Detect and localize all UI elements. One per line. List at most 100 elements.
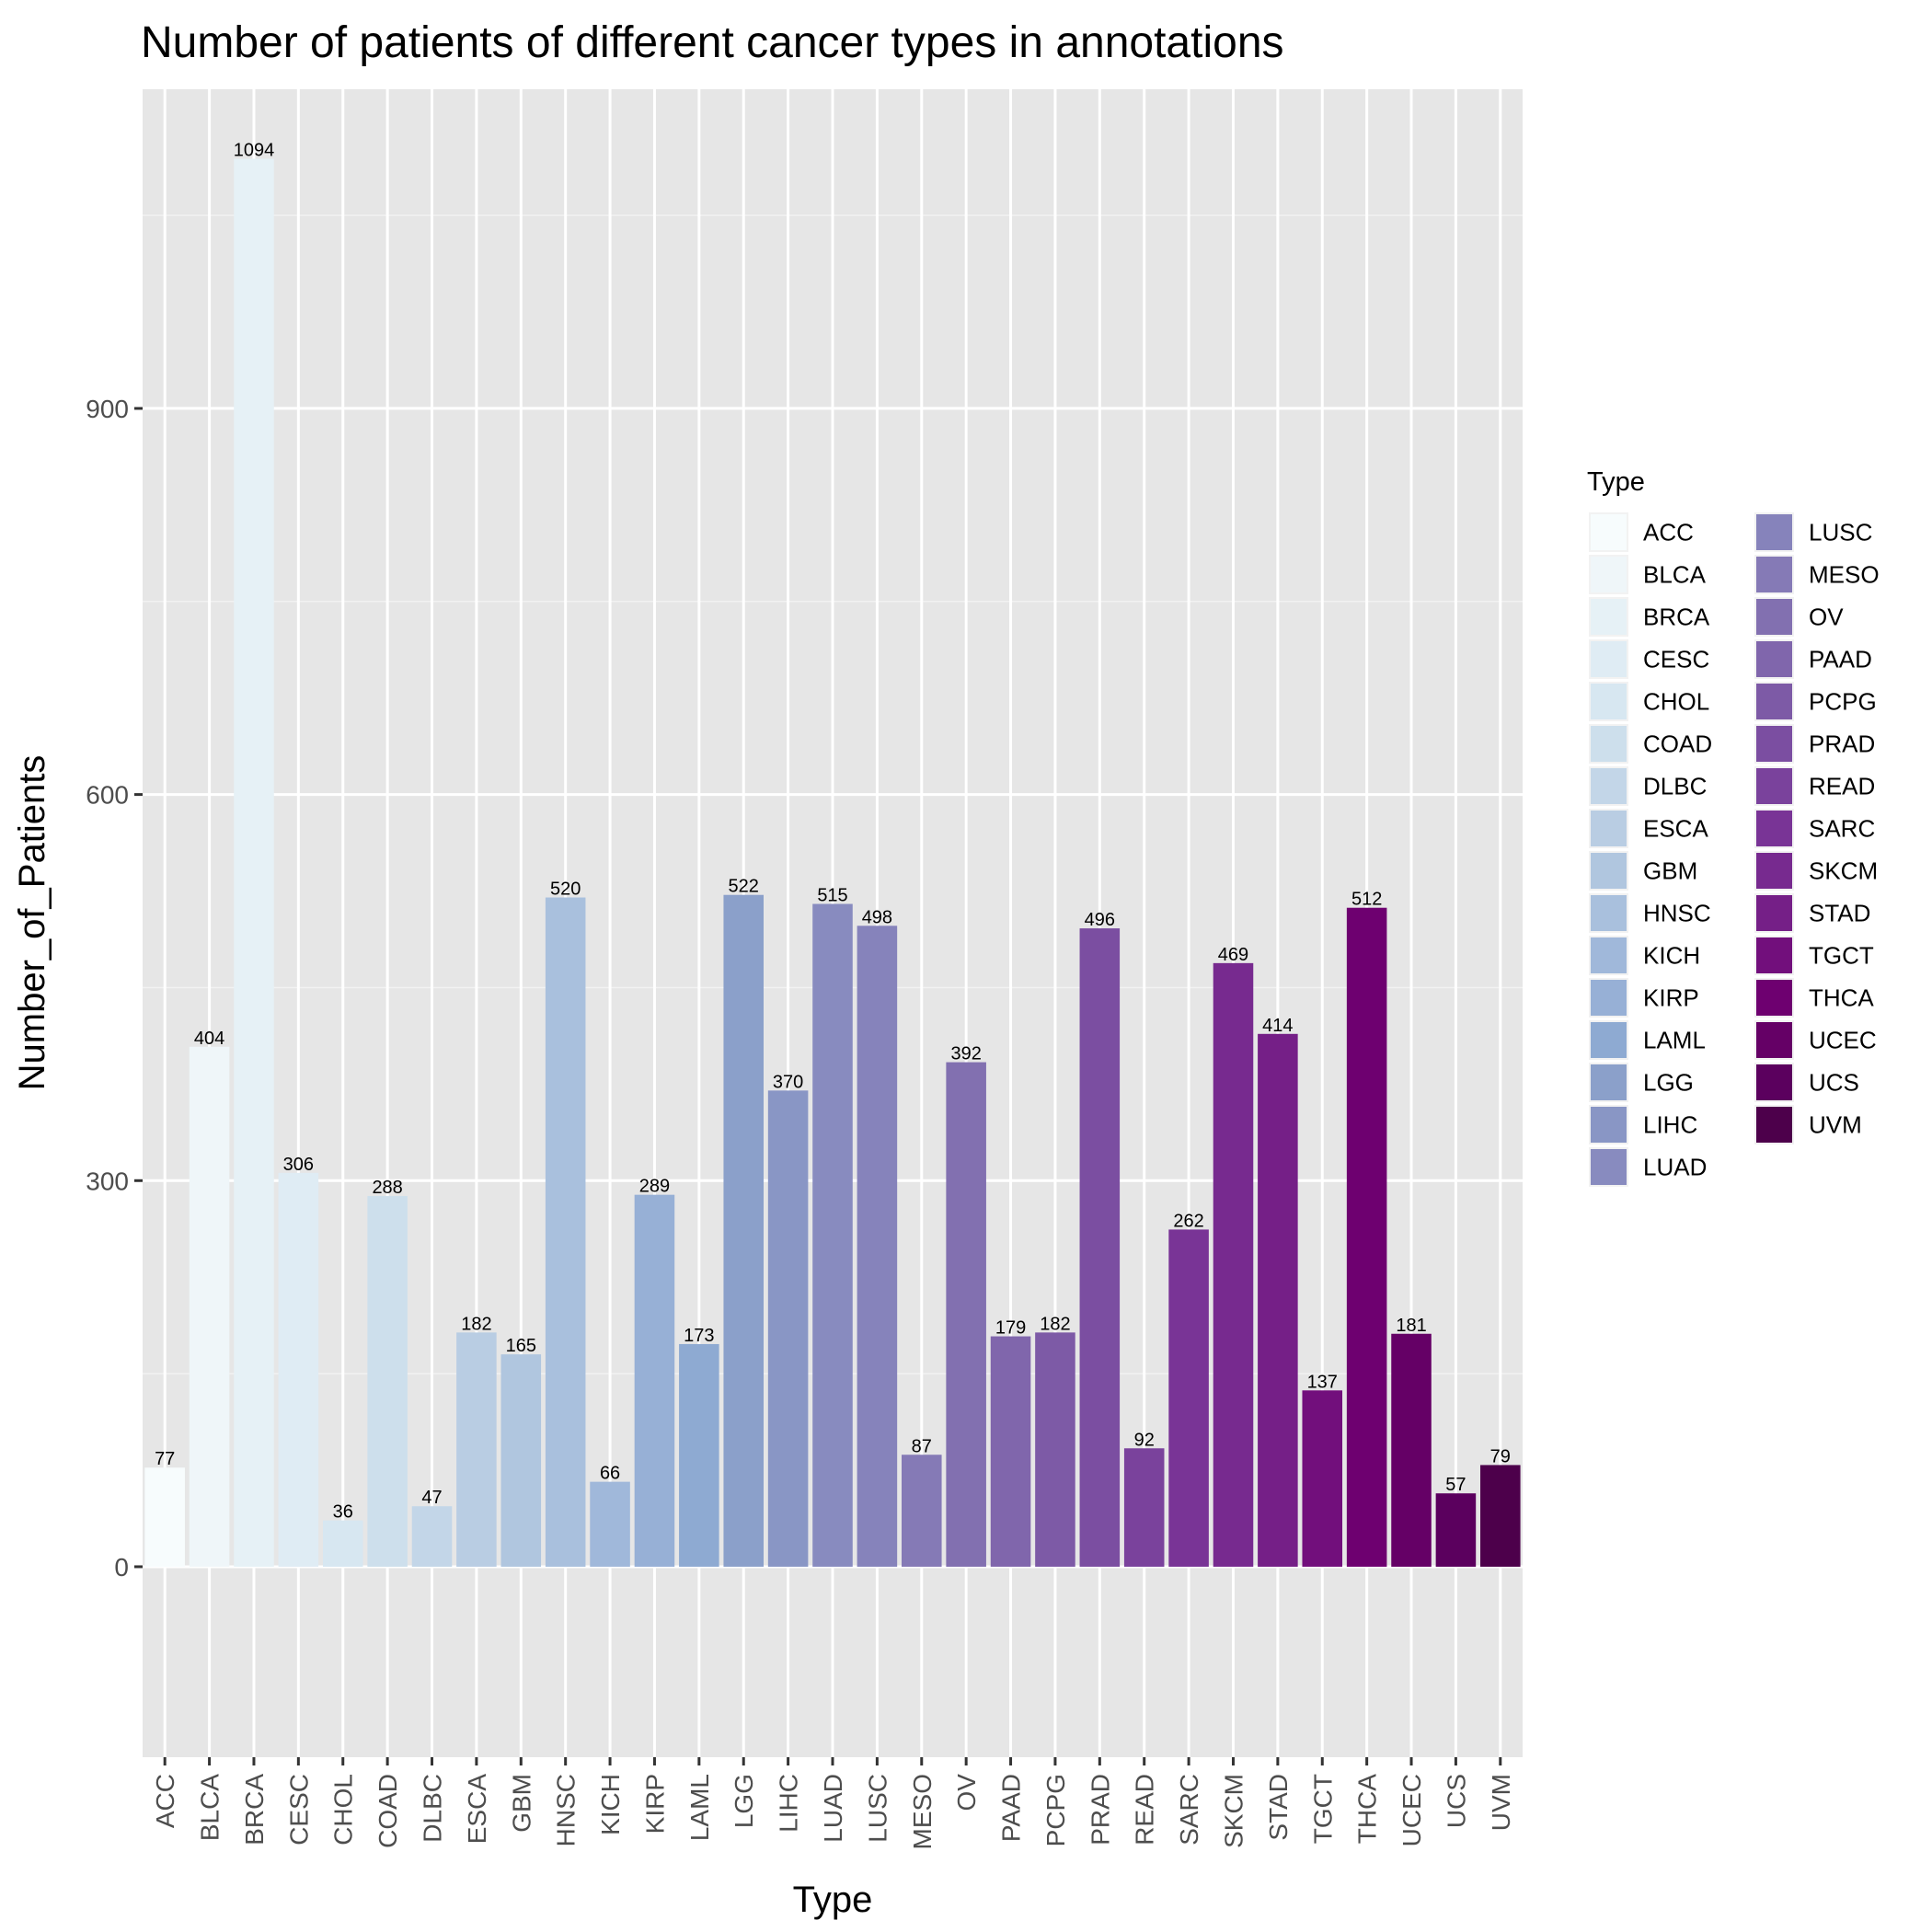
legend-swatch-lihc [1591,1107,1627,1143]
x-tick-label-ucs: UCS [1442,1774,1470,1828]
bar-lgg [723,894,764,1567]
x-tick-label-lihc: LIHC [775,1774,803,1833]
data-label-laml: 173 [684,1326,714,1346]
legend-swatch-uvm [1756,1107,1792,1143]
x-tick-label-read: READ [1131,1774,1159,1846]
legend-title: Type [1587,467,1645,497]
legend-swatch-luad [1591,1149,1627,1185]
x-tick-label-paad: PAAD [997,1774,1026,1842]
bar-tgct [1302,1390,1343,1567]
bar-dlbc [411,1506,453,1567]
legend-label-blca: BLCA [1643,561,1707,589]
legend-label-esca: ESCA [1643,815,1708,843]
data-label-kich: 66 [600,1464,620,1484]
data-labels: 77 404 1094 306 36 288 47 182 165 520 66 289 173 522 3… [155,141,1511,1523]
legend-label-stad: STAD [1809,900,1870,927]
y-tick-label: 900 [86,395,129,423]
x-tick-label-blca: BLCA [196,1774,224,1841]
legend-label-thca: THCA [1809,984,1874,1012]
bar-lusc [857,926,898,1567]
data-label-acc: 77 [155,1449,175,1469]
bar-laml [679,1343,719,1567]
data-label-chol: 36 [333,1502,353,1523]
bar-pcpg [1035,1332,1075,1567]
x-tick-label-cesc: CESC [284,1774,313,1846]
bar-esca [456,1332,497,1567]
data-label-gbm: 165 [506,1336,536,1356]
legend-swatch-laml [1591,1022,1627,1058]
bar-chol [322,1520,363,1567]
data-label-dlbc: 47 [421,1488,442,1508]
x-tick-label-hnsc: HNSC [552,1774,581,1846]
x-tick-label-uvm: UVM [1487,1774,1515,1831]
legend-label-kirp: KIRP [1643,984,1699,1012]
legend-label-meso: MESO [1809,561,1880,589]
legend-swatch-sarc [1756,811,1792,846]
data-label-cesc: 306 [283,1155,314,1175]
bar-blca [189,1046,230,1567]
bar-sarc [1168,1229,1209,1567]
data-label-ucec: 181 [1396,1316,1426,1336]
data-label-stad: 414 [1262,1016,1293,1036]
data-label-luad: 515 [817,886,847,906]
bar-ucs [1435,1493,1477,1567]
x-tick-label-kich: KICH [596,1774,625,1835]
legend-swatch-chol [1591,684,1627,719]
legend-swatch-hnsc [1591,895,1627,931]
bar-meso [902,1455,942,1567]
legend-swatch-pcpg [1756,684,1792,719]
x-tick-label-sarc: SARC [1175,1774,1203,1846]
bar-hnsc [545,897,586,1567]
bar-lihc [767,1090,809,1567]
data-label-coad: 288 [372,1178,402,1198]
y-axis: 0 300 600 900 [86,395,143,1581]
x-axis: ACC BLCA BRCA CESC CHOL COAD DLBC ESCA GBM HNSC KI… [151,1757,1515,1849]
data-label-hnsc: 520 [550,880,581,900]
legend-swatch-gbm [1591,853,1627,889]
legend-label-gbm: GBM [1643,857,1697,885]
x-tick-label-luad: LUAD [819,1774,847,1843]
bar-brca [234,158,274,1567]
legend-label-brca: BRCA [1643,604,1710,631]
legend-label-chol: CHOL [1643,688,1709,716]
legend-label-ucec: UCEC [1809,1027,1877,1054]
y-tick-label: 300 [86,1167,129,1195]
legend-label-laml: LAML [1643,1027,1706,1054]
legend-swatch-stad [1756,895,1792,931]
legend-swatch-read [1756,768,1792,804]
data-label-skcm: 469 [1218,945,1248,965]
data-label-blca: 404 [194,1029,224,1049]
bar-kirp [634,1194,675,1567]
legend-swatch-cesc [1591,641,1627,677]
legend-swatch-tgct [1756,937,1792,973]
x-tick-label-chol: CHOL [329,1774,358,1846]
x-tick-label-thca: THCA [1353,1774,1382,1845]
bar-kich [590,1481,630,1567]
x-tick-label-ov: OV [952,1774,981,1811]
legend-swatch-kich [1591,937,1627,973]
legend-label-pcpg: PCPG [1809,688,1877,716]
bar-prad [1079,928,1121,1567]
data-label-paad: 179 [995,1318,1026,1339]
data-label-thca: 512 [1351,890,1382,910]
x-tick-label-lgg: LGG [730,1774,758,1828]
legend-swatch-blca [1591,557,1627,592]
legend-label-dlbc: DLBC [1643,773,1707,800]
legend-swatch-ucs [1756,1064,1792,1100]
legend-swatch-prad [1756,726,1792,762]
bar-thca [1346,907,1387,1567]
data-label-lihc: 370 [773,1072,803,1092]
legend-swatch-ucec [1756,1022,1792,1058]
x-tick-label-esca: ESCA [463,1774,491,1845]
bar-luad [812,903,853,1567]
chart-title: Number of patients of different cancer t… [141,18,1284,67]
x-tick-label-skcm: SKCM [1219,1774,1248,1848]
legend-swatch-thca [1756,980,1792,1016]
data-label-tgct: 137 [1307,1372,1338,1392]
x-tick-label-stad: STAD [1264,1774,1293,1841]
data-label-read: 92 [1134,1430,1155,1450]
data-label-ucs: 57 [1445,1475,1466,1495]
legend-swatch-esca [1591,811,1627,846]
legend-label-tgct: TGCT [1809,942,1874,970]
